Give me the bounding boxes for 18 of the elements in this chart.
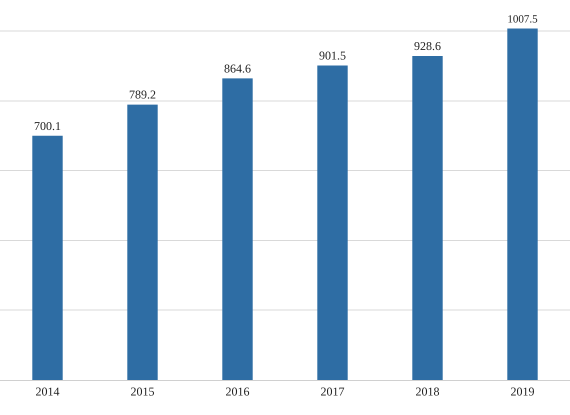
bar	[507, 28, 538, 380]
x-tick-label: 2016	[226, 384, 250, 398]
data-label: 789.2	[129, 88, 156, 102]
data-label: 864.6	[224, 61, 251, 76]
x-tick-label: 2019	[510, 384, 534, 398]
data-label: 700.1	[34, 118, 61, 133]
data-label: 928.6	[414, 39, 441, 54]
x-tick-label: 2014	[36, 384, 60, 398]
bar	[32, 136, 63, 380]
data-label: 1007.5	[507, 14, 538, 26]
bar	[127, 104, 158, 380]
x-tick-label: 2017	[320, 384, 344, 398]
x-tick-label: 2015	[130, 384, 154, 398]
bar	[412, 56, 443, 380]
x-tick-label: 2018	[416, 384, 440, 398]
data-label: 901.5	[319, 48, 346, 62]
bar	[317, 65, 348, 380]
bar	[222, 78, 253, 380]
